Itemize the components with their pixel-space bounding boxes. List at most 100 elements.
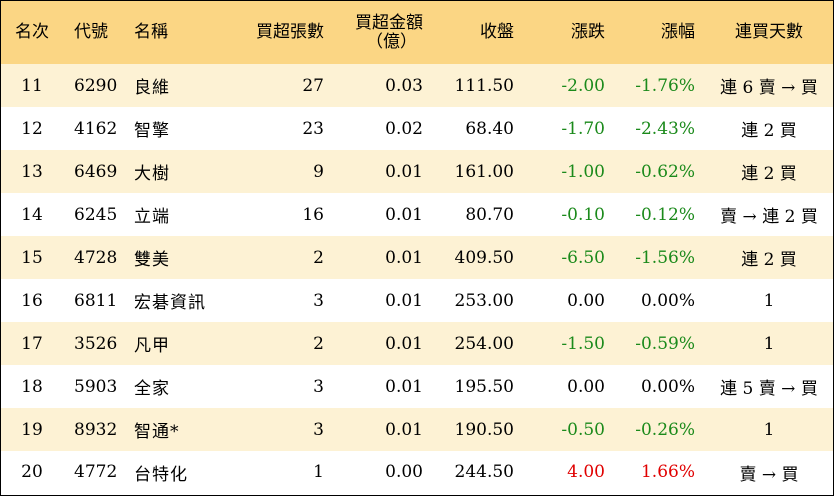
close-cell: 195.50: [454, 376, 514, 397]
table-row: 17 3526 凡甲 2 0.01 254.00 -1.50 -0.59% 1: [1, 322, 833, 365]
code-cell: 8932: [74, 419, 118, 440]
header-row: 名次 代號 名稱 買超張數 買超金額 （億） 收盤 漲跌 漲幅 連買天數: [1, 1, 833, 64]
net-buy-amount-cell: 0.01: [385, 204, 423, 225]
net-buy-lots-cell: 2: [313, 247, 324, 268]
name-cell: 立端: [134, 207, 170, 227]
net-buy-lots-cell: 3: [313, 290, 324, 311]
header-consecutive-days: 連買天數: [735, 22, 803, 42]
rank-cell: 18: [21, 376, 43, 397]
change-cell: -1.70: [561, 118, 605, 139]
table-row: 19 8932 智通* 3 0.01 190.50 -0.50 -0.26% 1: [1, 408, 833, 451]
code-cell: 6469: [74, 161, 118, 182]
net-buy-amount-cell: 0.00: [385, 462, 423, 482]
table-row: 13 6469 大樹 9 0.01 161.00 -1.00 -0.62% 連 2 買: [1, 150, 833, 193]
code-cell: 4728: [74, 247, 118, 268]
close-cell: 190.50: [454, 419, 514, 440]
code-cell: 6290: [74, 75, 118, 96]
change-pct-cell: -0.26%: [635, 419, 695, 440]
name-cell: 智通*: [134, 422, 180, 442]
change-cell: -0.10: [561, 204, 605, 225]
rank-cell: 16: [21, 290, 43, 311]
net-buy-lots-cell: 3: [313, 419, 324, 440]
rank-cell: 15: [21, 247, 43, 268]
net-buy-lots-cell: 23: [302, 118, 324, 139]
change-cell: 4.00: [567, 462, 605, 482]
change-cell: -1.50: [561, 333, 605, 354]
rank-cell: 13: [21, 161, 43, 182]
table-row: 11 6290 良維 27 0.03 111.50 -2.00 -1.76% 連 6 賣 → 買: [1, 64, 833, 107]
consecutive-days-cell: 連 2 買: [741, 164, 797, 184]
name-cell: 台特化: [134, 464, 188, 485]
close-cell: 80.70: [465, 204, 514, 225]
change-cell: -6.50: [561, 247, 605, 268]
table-row: 12 4162 智擎 23 0.02 68.40 -1.70 -2.43% 連 2 買: [1, 107, 833, 150]
change-pct-cell: 0.00%: [640, 376, 695, 397]
net-buy-amount-cell: 0.02: [385, 118, 423, 139]
header-net-buy-lots: 買超張數: [256, 22, 324, 42]
net-buy-lots-cell: 27: [302, 75, 324, 96]
change-cell: -2.00: [561, 75, 605, 96]
header-rank: 名次: [15, 22, 49, 42]
net-buy-lots-cell: 2: [313, 333, 324, 354]
consecutive-days-cell: 連 6 賣 → 買: [720, 78, 818, 98]
rank-cell: 17: [21, 333, 43, 354]
code-cell: 6811: [74, 290, 118, 311]
rank-cell: 19: [21, 419, 43, 440]
table-row: 14 6245 立端 16 0.01 80.70 -0.10 -0.12% 賣 → 連 2 買: [1, 193, 833, 236]
close-cell: 254.00: [454, 333, 514, 354]
header-net-buy-amount-line2: （億）: [366, 31, 417, 52]
net-buy-amount-cell: 0.01: [385, 290, 423, 311]
name-cell: 全家: [134, 379, 170, 399]
rank-cell: 14: [21, 204, 43, 225]
consecutive-days-cell: 1: [763, 419, 775, 440]
close-cell: 161.00: [454, 161, 514, 182]
code-cell: 6245: [74, 204, 118, 225]
consecutive-days-cell: 連 5 賣 → 買: [720, 379, 818, 399]
consecutive-days-cell: 連 2 買: [741, 121, 797, 141]
header-change-pct: 漲幅: [661, 22, 695, 42]
consecutive-days-cell: 1: [763, 290, 775, 311]
code-cell: 4162: [74, 118, 118, 139]
name-cell: 大樹: [134, 164, 170, 184]
close-cell: 68.40: [465, 118, 514, 139]
header-name: 名稱: [134, 22, 168, 42]
header-code: 代號: [74, 22, 108, 42]
net-buy-lots-cell: 3: [313, 376, 324, 397]
close-cell: 253.00: [454, 290, 514, 311]
name-cell: 智擎: [134, 121, 170, 141]
consecutive-days-cell: 連 2 買: [741, 250, 797, 270]
change-pct-cell: -1.76%: [635, 75, 695, 96]
change-cell: -1.00: [561, 161, 605, 182]
net-buy-lots-cell: 16: [302, 204, 324, 225]
code-cell: 3526: [74, 333, 118, 354]
net-buy-amount-cell: 0.01: [385, 247, 423, 268]
change-pct-cell: -1.56%: [635, 247, 695, 268]
net-buy-amount-cell: 0.01: [385, 419, 423, 440]
table-row: 20 4772 台特化 1 0.00 244.50 4.00 1.66% 賣 → 買: [1, 451, 833, 493]
change-cell: 0.00: [567, 376, 605, 397]
net-buy-amount-cell: 0.03: [385, 75, 423, 96]
net-buy-lots-cell: 9: [313, 161, 324, 182]
close-cell: 409.50: [454, 247, 514, 268]
change-cell: 0.00: [567, 290, 605, 311]
table-row: 16 6811 宏碁資訊 3 0.01 253.00 0.00 0.00% 1: [1, 279, 833, 322]
name-cell: 宏碁資訊: [134, 293, 206, 313]
rank-cell: 20: [21, 462, 43, 482]
change-pct-cell: -0.12%: [635, 204, 695, 225]
net-buy-lots-cell: 1: [313, 462, 324, 482]
rank-cell: 12: [21, 118, 43, 139]
header-change: 漲跌: [571, 22, 605, 42]
name-cell: 凡甲: [134, 336, 170, 356]
consecutive-days-cell: 1: [763, 333, 775, 354]
close-cell: 244.50: [454, 462, 514, 482]
name-cell: 雙美: [134, 250, 170, 270]
table-row: 18 5903 全家 3 0.01 195.50 0.00 0.00% 連 5 賣 → 買: [1, 365, 833, 408]
change-pct-cell: 0.00%: [640, 290, 695, 311]
close-cell: 111.50: [454, 75, 514, 96]
table-body: 11 6290 良維 27 0.03 111.50 -2.00 -1.76% 連 6 賣 → 買…: [1, 64, 833, 493]
change-pct-cell: -2.43%: [635, 118, 695, 139]
change-pct-cell: -0.59%: [635, 333, 695, 354]
net-buy-amount-cell: 0.01: [385, 161, 423, 182]
